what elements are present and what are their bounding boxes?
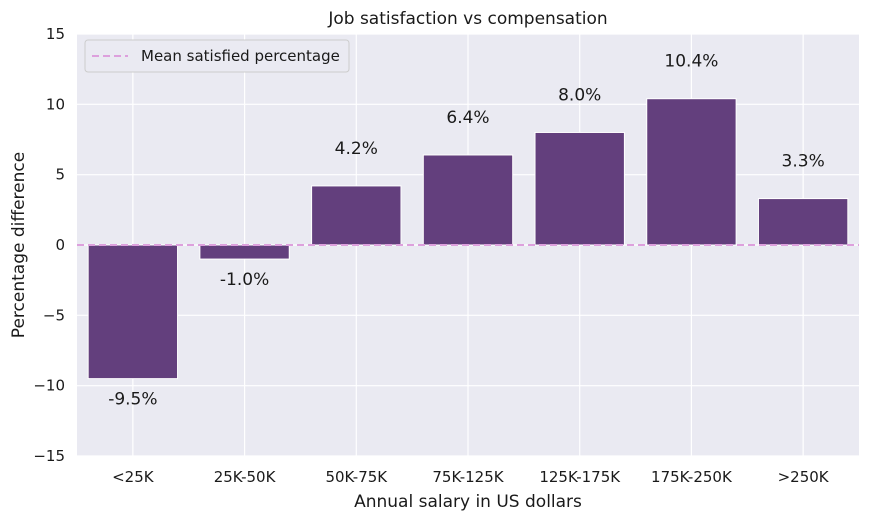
data-label: -9.5% [108,390,157,410]
data-label: -1.0% [220,270,269,290]
y-tick-label: 10 [46,95,65,113]
y-tick-label: 5 [55,166,65,184]
x-tick-label: 50K-75K [325,468,388,486]
bar [534,131,625,246]
data-label: 6.4% [446,108,489,128]
data-label: 10.4% [664,52,718,72]
y-axis-ticks: 15 10 5 0 −5 −10 −15 [33,25,65,465]
legend: Mean satisfied percentage [84,39,350,73]
x-axis-label: Annual salary in US dollars [354,492,582,512]
y-axis-label: Percentage difference [9,152,29,338]
bar [646,98,737,246]
bar [757,198,849,246]
x-tick-label: >250K [778,468,830,486]
y-tick-label: −15 [33,447,65,465]
data-label: 8.0% [558,85,601,105]
x-axis-ticks: <25K 25K-50K 50K-75K 75K-125K 125K-175K 175K-… [112,468,830,486]
bar [87,244,179,380]
bar [199,244,290,260]
y-tick-label: 0 [55,236,65,254]
data-label: 3.3% [782,152,825,172]
legend-label: Mean satisfied percentage [141,47,340,65]
bars-group [87,98,849,380]
x-tick-label: 125K-175K [539,468,621,486]
y-tick-label: 15 [46,25,65,43]
y-tick-label: −10 [33,377,65,395]
legend-box [84,39,350,73]
x-tick-label: 75K-125K [432,468,504,486]
bar [422,154,514,246]
y-tick-label: −5 [43,306,65,324]
chart-title: Job satisfaction vs compensation [327,9,607,29]
data-labels-group: -9.5% -1.0% 4.2% 6.4% 8.0% 10.4% 3.3% [108,52,825,410]
bar [311,185,402,246]
x-tick-label: <25K [112,468,155,486]
x-tick-label: 25K-50K [214,468,277,486]
data-label: 4.2% [335,139,378,159]
x-tick-label: 175K-250K [651,468,733,486]
